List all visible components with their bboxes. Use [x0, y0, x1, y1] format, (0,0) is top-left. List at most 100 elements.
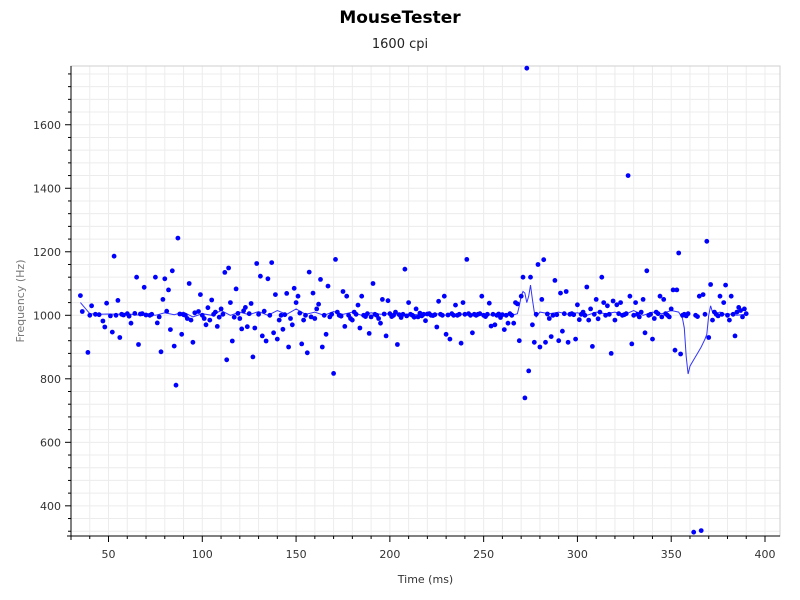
data-point [666, 314, 672, 320]
data-point [516, 338, 522, 344]
data-point [520, 274, 526, 280]
data-point [451, 312, 456, 318]
data-point [576, 317, 582, 323]
data-point [636, 314, 642, 320]
data-point [708, 282, 713, 287]
grid [71, 66, 780, 536]
data-point [383, 333, 389, 339]
data-point [214, 324, 220, 329]
data-point [248, 301, 254, 306]
data-point [655, 311, 661, 317]
data-point [518, 293, 524, 299]
data-point [590, 344, 595, 349]
data-point [685, 311, 691, 317]
data-point [633, 300, 638, 305]
data-point [280, 326, 286, 332]
data-point [413, 306, 419, 312]
data-point [293, 300, 299, 305]
data-point [738, 308, 743, 313]
data-point [304, 350, 310, 356]
data-point [368, 314, 374, 320]
data-point [78, 293, 83, 298]
data-point [331, 371, 336, 376]
data-point [509, 312, 515, 318]
y-tick-label: 1400 [33, 182, 61, 195]
data-point [644, 268, 650, 274]
data-point [213, 309, 218, 315]
data-point [734, 309, 740, 315]
data-point [209, 297, 215, 303]
data-point [306, 269, 312, 275]
x-tick-label: 100 [192, 548, 213, 561]
data-point [702, 311, 708, 317]
data-point [355, 302, 361, 308]
data-point [618, 300, 623, 305]
data-point [546, 316, 552, 321]
data-point [269, 260, 275, 265]
data-point [141, 284, 147, 290]
data-point [721, 300, 727, 305]
data-point [108, 313, 113, 319]
scatter-series [78, 65, 749, 535]
data-point [554, 312, 560, 318]
data-point [505, 320, 511, 326]
data-point [616, 311, 622, 317]
data-point [479, 293, 485, 299]
data-point [278, 312, 284, 318]
data-point [556, 338, 562, 344]
data-point [678, 351, 683, 357]
data-point [648, 311, 653, 317]
data-point [321, 312, 327, 318]
data-point [533, 311, 539, 317]
data-point [314, 306, 320, 312]
data-point [728, 293, 734, 299]
data-point [456, 311, 462, 317]
data-point [87, 312, 93, 318]
data-point [672, 347, 678, 353]
data-point [109, 329, 115, 335]
data-point [207, 317, 213, 323]
data-point [588, 306, 593, 312]
data-point [462, 311, 468, 317]
data-point [691, 529, 697, 535]
data-point [627, 293, 633, 299]
data-point [490, 311, 496, 317]
data-point [571, 312, 577, 318]
x-tick-label: 350 [661, 548, 682, 561]
data-point [402, 266, 408, 272]
data-point [608, 351, 614, 356]
data-point [558, 290, 563, 296]
data-point [111, 253, 117, 259]
data-point [503, 312, 509, 318]
data-point [676, 250, 682, 256]
data-point [353, 311, 359, 317]
data-point [468, 312, 473, 318]
data-point [443, 331, 449, 337]
data-point [286, 344, 291, 350]
data-point [168, 327, 173, 332]
y-axis-label: Frequency (Hz) [14, 260, 27, 343]
chart-subtitle: 1600 cpi [371, 37, 429, 52]
y-tick-label: 400 [40, 500, 61, 513]
data-point [500, 312, 505, 318]
data-point [727, 317, 732, 323]
data-point [158, 349, 164, 355]
data-point [104, 300, 109, 306]
data-point [184, 316, 190, 321]
data-point [273, 292, 278, 297]
data-point [638, 309, 644, 315]
data-point [222, 270, 228, 275]
data-point [218, 306, 224, 312]
data-point [732, 333, 738, 339]
data-point [243, 305, 248, 310]
x-tick-label: 400 [754, 548, 775, 561]
data-point [203, 322, 209, 328]
data-point [89, 303, 94, 309]
data-point [612, 317, 618, 323]
data-point [378, 320, 383, 326]
data-point [301, 317, 306, 323]
data-point [342, 324, 348, 329]
data-point [400, 311, 406, 317]
data-point [421, 311, 426, 317]
